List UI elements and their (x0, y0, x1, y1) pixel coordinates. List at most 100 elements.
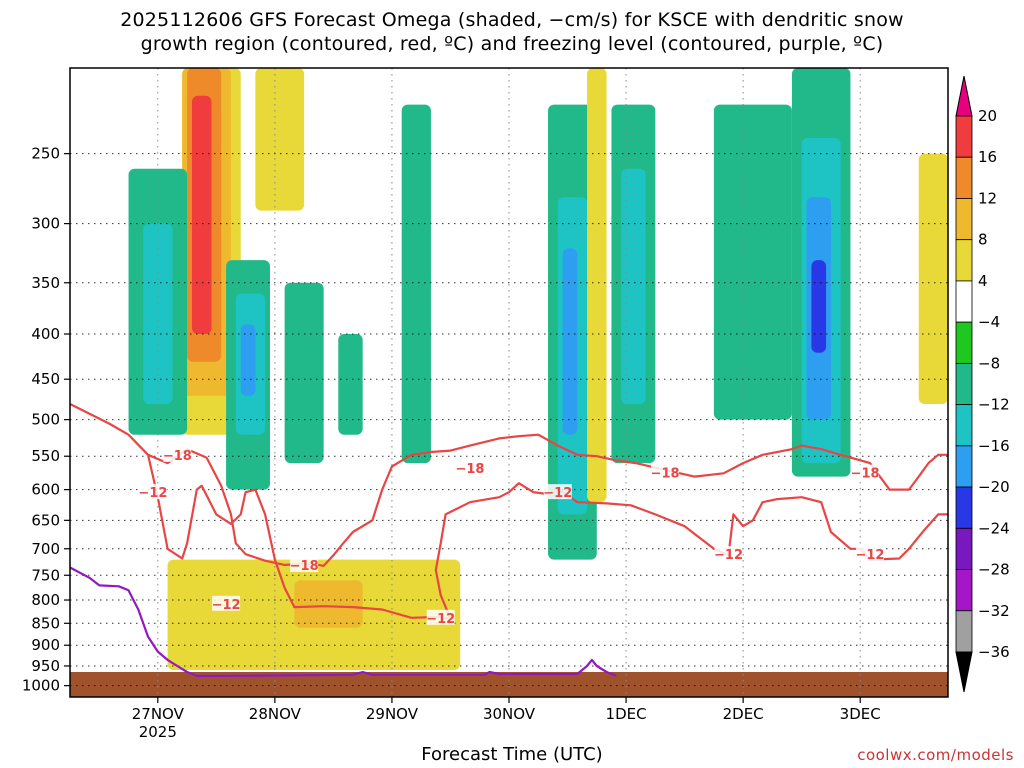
omega-cell-10 (284, 282, 324, 464)
colorbar-label-12: −32 (978, 602, 1010, 620)
colorbar-label-9: −20 (978, 478, 1010, 496)
contour-label-bg-8 (714, 546, 743, 562)
colorbar-band-12 (955, 610, 973, 653)
contour-label-bg-9 (851, 464, 880, 480)
x-tick-label-29NOV: 29NOV (366, 705, 419, 723)
contour-label-bg-7 (651, 464, 680, 480)
omega-cell-26 (918, 153, 948, 404)
contour-label-bg-6 (543, 484, 572, 500)
colorbar-label-4: 4 (978, 272, 988, 290)
y-tick-label-750: 750 (31, 566, 60, 584)
omega-cell-16 (587, 68, 607, 503)
contour-minus-18 (147, 433, 948, 568)
y-tick-label-700: 700 (31, 540, 60, 558)
x-axis-label: Forecast Time (UTC) (421, 744, 603, 765)
colorbar-label-0: 20 (978, 107, 997, 125)
y-tick-label-900: 900 (31, 636, 60, 654)
omega-cell-6 (143, 223, 173, 404)
title-line-2: growth region (contoured, red, ºC) and f… (140, 33, 884, 55)
title-line-1: 2025112606 GFS Forecast Omega (shaded, −… (120, 9, 904, 31)
y-tick-label-300: 300 (31, 215, 60, 233)
contour-label-4: −12 (426, 612, 455, 627)
colorbar-band-6 (955, 362, 973, 406)
colorbar-label-10: −24 (978, 519, 1010, 537)
colorbar-label-11: −28 (978, 561, 1010, 579)
omega-cell-11 (338, 334, 363, 435)
omega-cell-25 (294, 580, 363, 628)
contour-label-9: −18 (851, 467, 880, 482)
colorbar-top-arrow (955, 75, 973, 117)
colorbar-band-4 (955, 280, 973, 323)
x-tick-label-3DEC: 3DEC (840, 705, 881, 723)
colorbar-band-11 (955, 569, 973, 612)
omega-cell-15 (562, 248, 578, 435)
y-tick-label-800: 800 (31, 591, 60, 609)
colorbar-band-7 (955, 404, 973, 447)
credit-link[interactable]: coolwx.com/models (857, 746, 1014, 764)
x-tick-label-30NOV: 30NOV (483, 705, 536, 723)
colorbar-band-10 (955, 527, 973, 570)
omega-cell-9 (240, 324, 256, 396)
colorbar-band-1 (955, 156, 973, 199)
contour-label-bg-4 (426, 609, 455, 625)
omega-cell-19 (713, 104, 792, 420)
x-tick-label-27NOV: 27NOV (132, 705, 185, 723)
contour-label-bg-10 (855, 546, 884, 562)
omega-cell-23 (811, 260, 827, 353)
x-tick-label-1DEC: 1DEC (606, 705, 647, 723)
x-tick-label-28NOV: 28NOV (249, 705, 302, 723)
y-tick-label-250: 250 (31, 145, 60, 163)
contour-label-1: −12 (138, 486, 167, 501)
y-tick-label-550: 550 (31, 447, 60, 465)
freezing-level-contour (69, 566, 617, 678)
colorbar-label-5: −4 (978, 313, 1000, 331)
contour-label-10: −12 (855, 548, 884, 563)
contour-label-bg-2 (290, 556, 319, 572)
omega-cell-4 (255, 68, 305, 211)
y-tick-label-950: 950 (31, 657, 60, 675)
y-tick-label-450: 450 (31, 370, 60, 388)
y-tick-label-400: 400 (31, 325, 60, 343)
contour-label-bg-5 (455, 459, 484, 475)
grid-lines (70, 68, 948, 697)
contour-label-5: −18 (455, 462, 484, 477)
temperature-contours: −18 −12 −18 −12 −12 −18 −12 −18 −12 −18 −12 (69, 403, 948, 678)
y-axis: 250 300 350 400 450 500 550 600 650 700 750 800 850 9… (22, 145, 70, 695)
colorbar-band-3 (955, 239, 973, 282)
colorbar-band-8 (955, 445, 973, 488)
contour-minus-12 (69, 403, 948, 620)
colorbar-label-3: 8 (978, 231, 988, 249)
colorbar-label-2: 12 (978, 189, 997, 207)
y-tick-label-350: 350 (31, 274, 60, 292)
y-tick-label-850: 850 (31, 614, 60, 632)
x-tick-label-2DEC: 2DEC (723, 705, 764, 723)
colorbar-label-6: −8 (978, 354, 1000, 372)
y-tick-label-1000: 1000 (22, 677, 60, 695)
contour-label-2: −18 (290, 559, 319, 574)
contour-label-8: −12 (714, 548, 743, 563)
colorbar-label-8: −16 (978, 437, 1010, 455)
omega-cell-18 (621, 168, 646, 404)
omega-cell-3 (191, 95, 212, 335)
y-tick-label-600: 600 (31, 481, 60, 499)
omega-shading (128, 68, 948, 670)
x-tick-sublabel-27NOV: 2025 (139, 723, 177, 741)
colorbar-label-7: −12 (978, 396, 1010, 414)
colorbar-band-2 (955, 198, 973, 241)
contour-label-bg-1 (138, 484, 167, 500)
chart-title: 2025112606 GFS Forecast Omega (shaded, −… (0, 8, 1024, 56)
colorbar-band-0 (955, 115, 973, 158)
contour-label-6: −12 (543, 486, 572, 501)
colorbar-band-9 (955, 486, 973, 529)
contour-label-3: −12 (212, 598, 241, 613)
colorbar-label-1: 16 (978, 148, 997, 166)
colorbar-band-5 (955, 321, 973, 364)
y-tick-label-500: 500 (31, 411, 60, 429)
y-tick-label-650: 650 (31, 511, 60, 529)
contour-label-0: −18 (163, 449, 192, 464)
contour-label-7: −18 (651, 467, 680, 482)
colorbar: 20 16 12 8 4 −4 −8 −12 −16 −20 −24 −28 −32 −36 (955, 75, 1010, 693)
contour-label-bg-0 (163, 446, 192, 462)
